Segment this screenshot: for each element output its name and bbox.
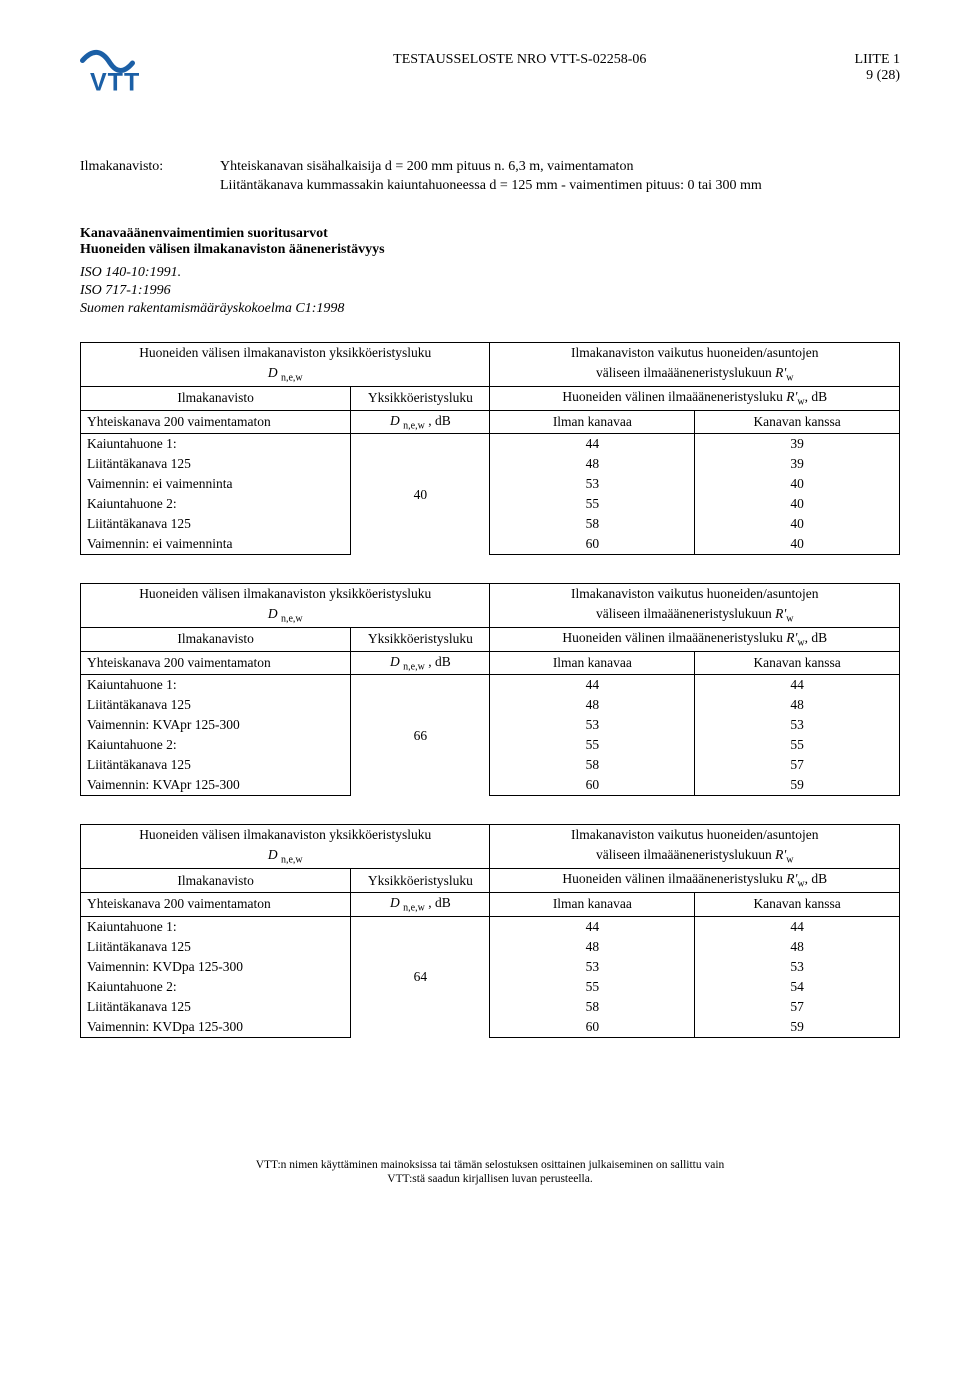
intro-spacer: [80, 177, 220, 196]
footer-line1: VTT:n nimen käyttäminen mainoksissa tai …: [80, 1158, 900, 1173]
heading-2: Huoneiden välisen ilmakanaviston äänener…: [80, 242, 900, 258]
iso-line1: ISO 140-10:1991.: [80, 264, 900, 282]
intro-line2: Liitäntäkanava kummassakin kaiuntahuonee…: [220, 177, 762, 196]
svg-text:VTT: VTT: [90, 69, 140, 97]
page-number: 9 (28): [855, 68, 900, 84]
data-table: Huoneiden välisen ilmakanaviston yksikkö…: [80, 824, 900, 1037]
header-page-info: LIITE 1 9 (28): [855, 48, 900, 84]
data-table: Huoneiden välisen ilmakanaviston yksikkö…: [80, 583, 900, 796]
header-title: TESTAUSSELOSTE NRO VTT-S-02258-06: [185, 48, 855, 68]
intro-block: Ilmakanavisto: Yhteiskanavan sisähalkais…: [80, 158, 900, 196]
tables-container: Huoneiden välisen ilmakanaviston yksikkö…: [80, 342, 900, 1037]
footer: VTT:n nimen käyttäminen mainoksissa tai …: [80, 1158, 900, 1188]
headings: Kanavaäänenvaimentimien suoritusarvot Hu…: [80, 226, 900, 258]
vtt-logo-icon: VTT: [80, 48, 185, 98]
intro-label: Ilmakanavisto:: [80, 158, 220, 177]
iso-block: ISO 140-10:1991. ISO 717-1:1996 Suomen r…: [80, 264, 900, 319]
iso-line2: ISO 717-1:1996: [80, 282, 900, 300]
vtt-logo: VTT: [80, 48, 185, 98]
data-table: Huoneiden välisen ilmakanaviston yksikkö…: [80, 342, 900, 555]
iso-line3: Suomen rakentamismääräyskokoelma C1:1998: [80, 300, 900, 318]
liite-label: LIITE 1: [855, 52, 900, 68]
footer-line2: VTT:stä saadun kirjallisen luvan peruste…: [80, 1172, 900, 1187]
heading-1: Kanavaäänenvaimentimien suoritusarvot: [80, 226, 900, 242]
intro-line1: Yhteiskanavan sisähalkaisija d = 200 mm …: [220, 158, 633, 177]
page-header: VTT TESTAUSSELOSTE NRO VTT-S-02258-06 LI…: [80, 48, 900, 98]
